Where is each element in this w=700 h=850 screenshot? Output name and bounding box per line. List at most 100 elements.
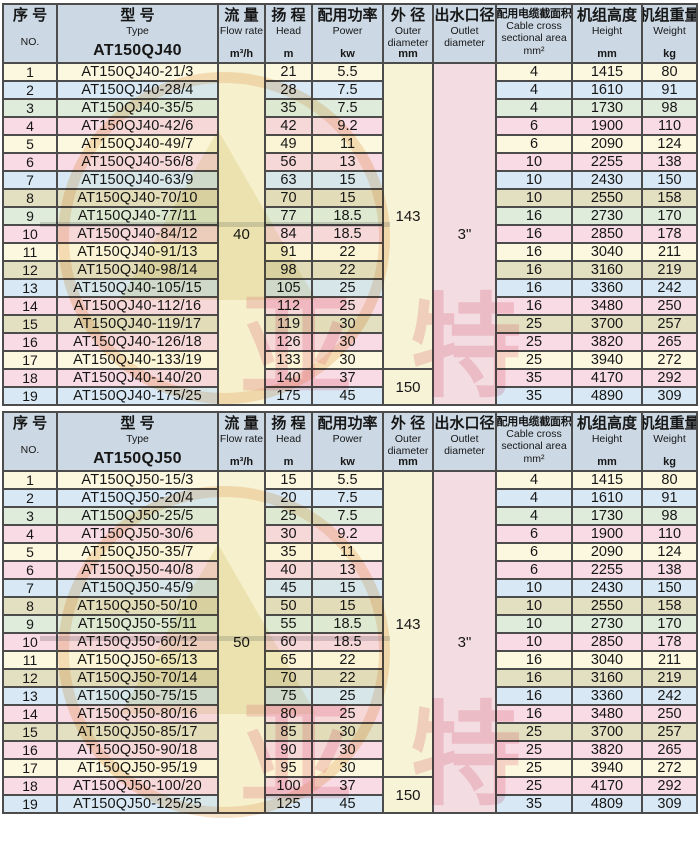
cell-weight: 219 — [641, 260, 698, 280]
cell-type: AT150QJ40-42/6 — [56, 116, 219, 136]
cell-no: 6 — [2, 560, 58, 580]
cell-power: 7.5 — [311, 488, 384, 508]
cell-height: 3040 — [571, 650, 643, 670]
cell-head: 119 — [264, 314, 313, 334]
cell-no: 8 — [2, 188, 58, 208]
cell-type: AT150QJ40-28/4 — [56, 80, 219, 100]
cell-type: AT150QJ50-60/12 — [56, 632, 219, 652]
cell-height: 2090 — [571, 134, 643, 154]
cell-height: 4170 — [571, 368, 643, 388]
outer-diameter-cell: 143 — [382, 470, 434, 778]
spec-table-at150qj40: 序 号 NO. 型 号 Type AT150QJ40 流 量 Flow rate m³/h 扬 … — [2, 3, 698, 406]
spec-tables-wrap: 序 号 NO. 型 号 Type AT150QJ40 流 量 Flow rate m³/h 扬 … — [2, 3, 698, 814]
cell-height: 1610 — [571, 488, 643, 508]
cell-head: 55 — [264, 614, 313, 634]
cell-no: 18 — [2, 368, 58, 388]
table-row: 9 AT150QJ40-77/11 77 18.5 16 2730 170 — [2, 206, 698, 226]
cell-cable: 16 — [495, 260, 573, 280]
cell-type: AT150QJ50-45/9 — [56, 578, 219, 598]
cell-head: 25 — [264, 506, 313, 526]
cell-weight: 124 — [641, 542, 698, 562]
cell-no: 12 — [2, 668, 58, 688]
cell-cable: 16 — [495, 686, 573, 706]
cell-power: 15 — [311, 578, 384, 598]
cell-head: 91 — [264, 242, 313, 262]
cell-cable: 25 — [495, 776, 573, 796]
table-row: 16 AT150QJ40-126/18 126 30 25 3820 265 — [2, 332, 698, 352]
table-row: 6 AT150QJ40-56/8 56 13 10 2255 138 — [2, 152, 698, 172]
cell-type: AT150QJ50-40/8 — [56, 560, 219, 580]
cell-power: 37 — [311, 776, 384, 796]
cell-cable: 25 — [495, 350, 573, 370]
cell-weight: 292 — [641, 368, 698, 388]
cell-cable: 4 — [495, 506, 573, 526]
cell-power: 9.2 — [311, 116, 384, 136]
cell-weight: 91 — [641, 488, 698, 508]
cell-head: 56 — [264, 152, 313, 172]
cell-head: 35 — [264, 542, 313, 562]
cell-cable: 4 — [495, 62, 573, 82]
table-row: 8 AT150QJ50-50/10 50 15 10 2550 158 — [2, 596, 698, 616]
cell-cable: 10 — [495, 188, 573, 208]
cell-weight: 138 — [641, 560, 698, 580]
cell-weight: 272 — [641, 758, 698, 778]
cell-height: 3820 — [571, 332, 643, 352]
cell-head: 100 — [264, 776, 313, 796]
cell-power: 15 — [311, 188, 384, 208]
cell-head: 105 — [264, 278, 313, 298]
table-row: 15 AT150QJ50-85/17 85 30 25 3700 257 — [2, 722, 698, 742]
cell-cable: 6 — [495, 524, 573, 544]
cell-power: 22 — [311, 668, 384, 688]
cell-type: AT150QJ50-30/6 — [56, 524, 219, 544]
cell-type: AT150QJ40-84/12 — [56, 224, 219, 244]
cell-cable: 6 — [495, 560, 573, 580]
cell-power: 45 — [311, 794, 384, 814]
cell-cable: 4 — [495, 80, 573, 100]
table-body: 1 AT150QJ40-21/3 40 21 5.5 143 3" 4 1415 80 2 AT150… — [2, 62, 698, 406]
cell-cable: 10 — [495, 614, 573, 634]
col-header-weight: 机组重量 Weight kg — [641, 411, 698, 472]
outer-diameter-cell: 150 — [382, 368, 434, 406]
cell-height: 2850 — [571, 632, 643, 652]
cell-height: 2550 — [571, 596, 643, 616]
cell-head: 60 — [264, 632, 313, 652]
cell-no: 13 — [2, 686, 58, 706]
col-header-type: 型 号 Type AT150QJ40 — [56, 3, 219, 64]
cell-height: 2730 — [571, 206, 643, 226]
cell-weight: 219 — [641, 668, 698, 688]
outer-diameter-cell: 150 — [382, 776, 434, 814]
col-header-no: 序 号 NO. — [2, 411, 58, 472]
cell-no: 19 — [2, 794, 58, 814]
cell-no: 15 — [2, 314, 58, 334]
cell-no: 8 — [2, 596, 58, 616]
cell-no: 3 — [2, 98, 58, 118]
cell-head: 70 — [264, 188, 313, 208]
cell-power: 25 — [311, 686, 384, 706]
cell-no: 5 — [2, 542, 58, 562]
col-header-outlet: 出水口径 Outlet diameter — [432, 3, 497, 64]
cell-power: 30 — [311, 758, 384, 778]
col-header-height: 机组高度 Height mm — [571, 411, 643, 472]
table-body: 1 AT150QJ50-15/3 50 15 5.5 143 3" 4 1415 80 2 AT150… — [2, 470, 698, 814]
cell-height: 4170 — [571, 776, 643, 796]
cell-power: 7.5 — [311, 98, 384, 118]
cell-type: AT150QJ40-112/16 — [56, 296, 219, 316]
cell-head: 80 — [264, 704, 313, 724]
cell-no: 17 — [2, 758, 58, 778]
outlet-diameter-cell: 3" — [432, 470, 497, 814]
col-header-head: 扬 程 Head m — [264, 3, 313, 64]
table-row: 1 AT150QJ50-15/3 50 15 5.5 143 3" 4 1415 80 — [2, 470, 698, 814]
table-row: 18 AT150QJ40-140/20 140 37 150 35 4170 292 — [2, 368, 698, 406]
cell-weight: 91 — [641, 80, 698, 100]
table-row: 5 AT150QJ50-35/7 35 11 6 2090 124 — [2, 542, 698, 562]
cell-weight: 292 — [641, 776, 698, 796]
cell-power: 25 — [311, 278, 384, 298]
cell-height: 2255 — [571, 152, 643, 172]
cell-head: 28 — [264, 80, 313, 100]
table-row: 11 AT150QJ40-91/13 91 22 16 3040 211 — [2, 242, 698, 262]
cell-height: 2550 — [571, 188, 643, 208]
cell-no: 1 — [2, 470, 58, 490]
model-name: AT150QJ40 — [93, 42, 182, 60]
cell-power: 30 — [311, 350, 384, 370]
